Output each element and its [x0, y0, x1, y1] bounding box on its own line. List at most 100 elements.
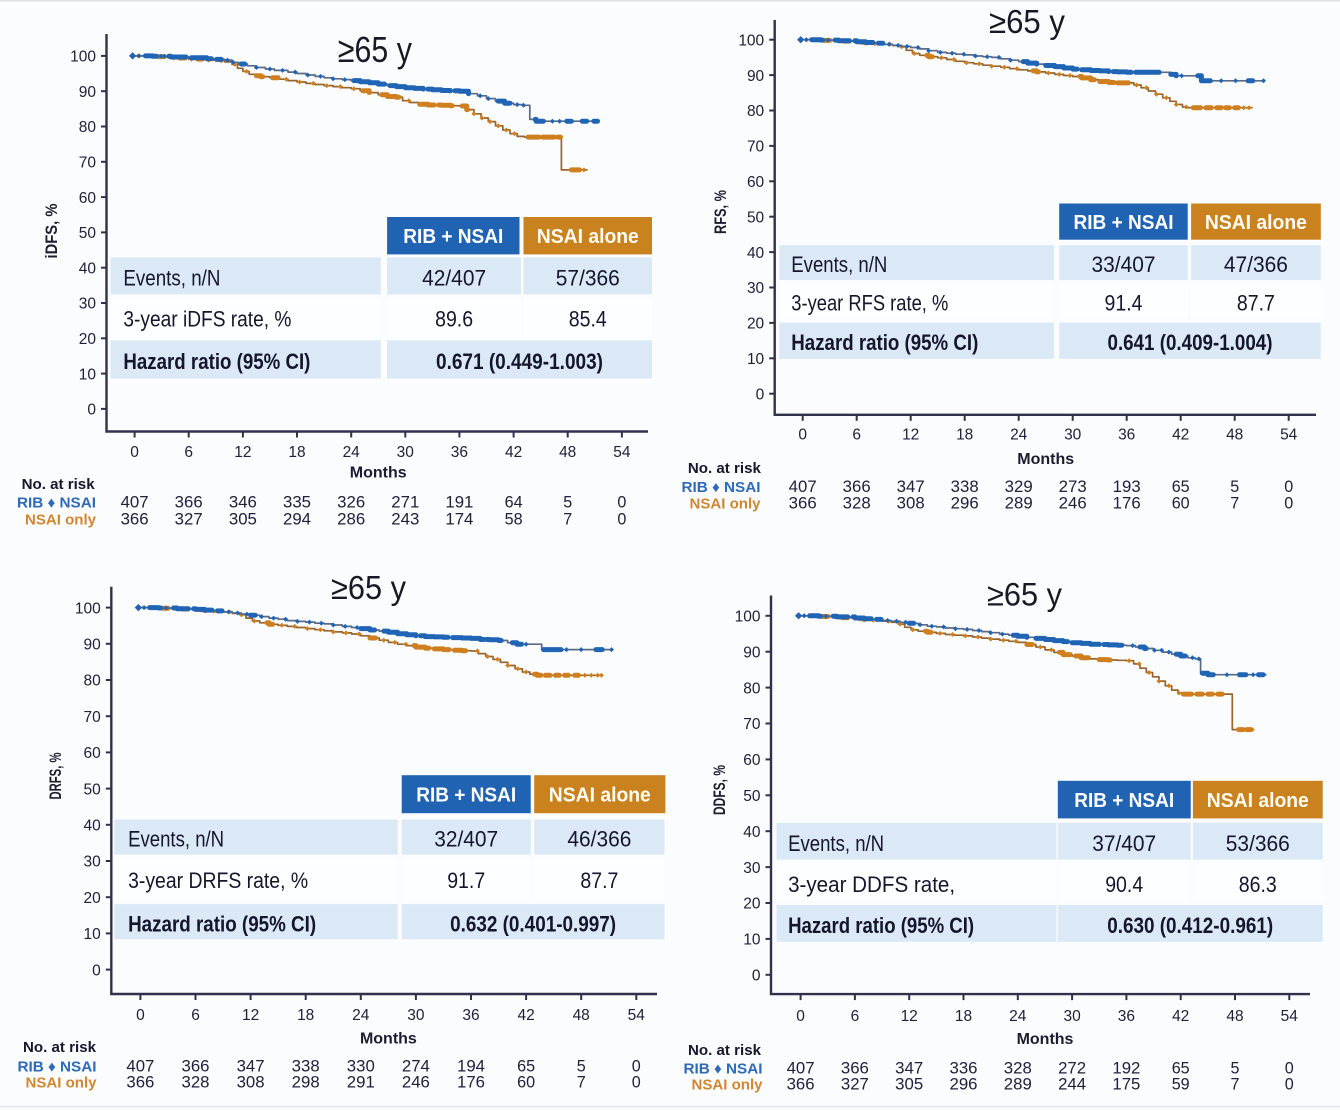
svg-text:RIB ♦ NSAI: RIB ♦ NSAI: [17, 495, 96, 512]
svg-text:48: 48: [559, 444, 576, 461]
svg-text:6: 6: [852, 427, 861, 444]
svg-text:NSAI only: NSAI only: [25, 512, 97, 529]
svg-text:176: 176: [1113, 495, 1141, 513]
svg-text:Events, n/N: Events, n/N: [791, 252, 887, 277]
svg-text:50: 50: [747, 209, 765, 226]
svg-text:91.4: 91.4: [1105, 291, 1143, 316]
svg-text:0: 0: [130, 444, 139, 461]
svg-text:≥65 y: ≥65 y: [987, 577, 1062, 613]
svg-text:294: 294: [283, 511, 311, 529]
svg-text:7: 7: [1230, 495, 1239, 513]
svg-text:Hazard ratio (95% CI): Hazard ratio (95% CI): [128, 911, 316, 936]
svg-text:6: 6: [191, 1007, 200, 1024]
svg-text:10: 10: [79, 366, 97, 383]
svg-text:NSAI alone: NSAI alone: [549, 784, 651, 806]
svg-text:0: 0: [632, 1058, 641, 1076]
svg-text:32/407: 32/407: [434, 827, 498, 852]
svg-text:42/407: 42/407: [422, 266, 486, 291]
svg-text:54: 54: [1280, 427, 1298, 444]
svg-text:407: 407: [121, 494, 149, 512]
svg-text:RIB + NSAI: RIB + NSAI: [1074, 790, 1174, 812]
svg-text:60: 60: [517, 1074, 535, 1092]
svg-text:40: 40: [747, 245, 765, 262]
svg-text:0.641 (0.409-1.004): 0.641 (0.409-1.004): [1108, 330, 1273, 355]
svg-text:0: 0: [617, 511, 626, 529]
svg-text:244: 244: [1058, 1076, 1086, 1094]
svg-text:40: 40: [743, 824, 761, 841]
svg-text:5: 5: [1230, 478, 1239, 496]
svg-text:296: 296: [951, 495, 979, 513]
svg-text:366: 366: [843, 478, 871, 496]
svg-text:305: 305: [895, 1076, 923, 1094]
svg-text:24: 24: [343, 444, 361, 461]
svg-text:87.7: 87.7: [580, 868, 618, 893]
svg-text:0: 0: [1285, 1076, 1294, 1094]
svg-text:Months: Months: [350, 465, 407, 482]
svg-text:18: 18: [956, 427, 973, 444]
svg-text:12: 12: [901, 1008, 918, 1025]
svg-text:80: 80: [743, 680, 761, 697]
svg-text:60: 60: [743, 752, 761, 769]
svg-text:246: 246: [402, 1074, 430, 1092]
svg-text:57/366: 57/366: [556, 266, 620, 291]
svg-text:37/407: 37/407: [1092, 831, 1156, 856]
svg-text:24: 24: [1009, 1008, 1027, 1025]
svg-text:RIB ♦ NSAI: RIB ♦ NSAI: [684, 1061, 763, 1078]
svg-text:12: 12: [902, 427, 919, 444]
svg-text:90: 90: [79, 84, 97, 101]
svg-text:0: 0: [87, 402, 96, 419]
svg-text:NSAI only: NSAI only: [26, 1075, 98, 1092]
svg-text:DDFS, %: DDFS, %: [711, 765, 729, 815]
svg-text:20: 20: [747, 316, 765, 333]
svg-text:Events, n/N: Events, n/N: [128, 827, 224, 852]
svg-text:407: 407: [126, 1058, 154, 1076]
svg-text:89.6: 89.6: [435, 307, 473, 332]
svg-text:192: 192: [1112, 1060, 1140, 1078]
svg-text:47/366: 47/366: [1224, 252, 1288, 277]
svg-text:328: 328: [1004, 1060, 1032, 1078]
svg-text:No. at risk: No. at risk: [688, 1043, 762, 1059]
svg-text:RIB + NSAI: RIB + NSAI: [403, 226, 503, 248]
svg-text:NSAI only: NSAI only: [690, 496, 762, 513]
svg-text:NSAI alone: NSAI alone: [537, 226, 639, 248]
svg-text:65: 65: [517, 1058, 535, 1076]
svg-text:Hazard ratio (95% CI): Hazard ratio (95% CI): [123, 349, 310, 374]
svg-text:296: 296: [950, 1076, 978, 1094]
svg-text:0: 0: [1284, 495, 1293, 513]
svg-text:308: 308: [237, 1074, 265, 1092]
svg-text:338: 338: [951, 478, 979, 496]
svg-text:347: 347: [237, 1058, 265, 1076]
svg-text:3-year RFS rate, %: 3-year RFS rate, %: [791, 291, 948, 316]
svg-text:30: 30: [397, 444, 415, 461]
svg-text:48: 48: [1226, 1008, 1243, 1025]
svg-text:243: 243: [391, 511, 419, 529]
svg-text:5: 5: [1231, 1060, 1240, 1078]
svg-text:59: 59: [1172, 1076, 1190, 1094]
svg-text:286: 286: [337, 511, 365, 529]
svg-text:46/366: 46/366: [567, 827, 631, 852]
svg-text:60: 60: [747, 174, 765, 191]
svg-text:24: 24: [352, 1007, 370, 1024]
svg-text:336: 336: [950, 1060, 978, 1078]
svg-text:10: 10: [84, 926, 102, 943]
svg-text:70: 70: [743, 716, 761, 733]
svg-text:407: 407: [787, 1060, 815, 1078]
svg-text:20: 20: [84, 890, 102, 907]
svg-text:7: 7: [563, 511, 572, 529]
svg-text:≥65 y: ≥65 y: [989, 3, 1065, 40]
svg-text:289: 289: [1004, 1076, 1032, 1094]
svg-text:42: 42: [517, 1007, 534, 1024]
svg-text:Months: Months: [1017, 1031, 1074, 1048]
svg-text:0.630 (0.412-0.961): 0.630 (0.412-0.961): [1107, 913, 1273, 938]
svg-text:87.7: 87.7: [1237, 291, 1275, 316]
svg-text:RIB ♦ NSAI: RIB ♦ NSAI: [682, 479, 761, 496]
svg-text:30: 30: [1064, 427, 1082, 444]
svg-text:298: 298: [292, 1074, 320, 1092]
svg-text:330: 330: [347, 1058, 375, 1076]
svg-text:273: 273: [1059, 478, 1087, 496]
svg-text:18: 18: [288, 444, 305, 461]
svg-text:30: 30: [743, 860, 761, 877]
svg-text:100: 100: [70, 49, 96, 66]
svg-text:176: 176: [457, 1074, 485, 1092]
svg-text:42: 42: [1172, 427, 1189, 444]
